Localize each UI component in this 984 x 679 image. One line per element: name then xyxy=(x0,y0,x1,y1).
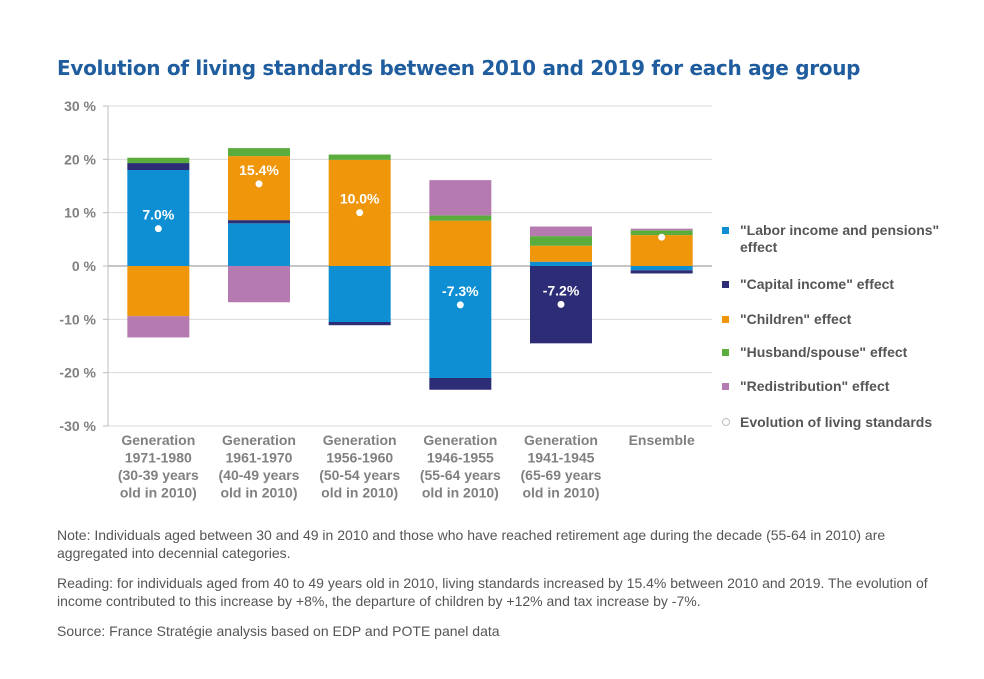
bar-segment-spouse xyxy=(127,157,190,164)
bar-segment-labor xyxy=(228,223,290,266)
evolution-point xyxy=(356,209,364,217)
x-category-label: Generation 1971-1980 (30-39 years old in 20… xyxy=(118,432,199,501)
y-tick-label: 0 % xyxy=(72,258,97,274)
legend-swatch xyxy=(722,316,729,323)
legend-label: "Labor income and pensions" effect xyxy=(740,222,940,255)
bar-segment-redistribution xyxy=(530,226,592,237)
bar-segment-labor xyxy=(630,266,693,271)
x-category-line: Generation xyxy=(323,432,397,448)
y-tick-label: 30 % xyxy=(64,98,96,114)
bar-segment-redistribution xyxy=(630,228,693,231)
legend-label: "Children" effect xyxy=(740,311,852,327)
x-category-line: (30-39 years xyxy=(118,467,199,483)
x-category-line: 1956-1960 xyxy=(326,450,393,466)
legend-label: "Capital income" effect xyxy=(740,276,895,292)
bar-segment-children xyxy=(429,220,492,266)
legend-swatch xyxy=(722,418,730,426)
x-category-line: (55-64 years xyxy=(420,467,501,483)
bar-segment-capital xyxy=(127,163,190,170)
evolution-point xyxy=(557,300,565,308)
evolution-label: 5.4% xyxy=(646,215,678,231)
legend-swatch xyxy=(722,281,729,288)
reading-text: Reading: for individuals aged from 40 to… xyxy=(57,575,928,609)
bar-segment-redistribution xyxy=(228,266,290,303)
x-category-label: Generation 1961-1970 (40-49 years old in 20… xyxy=(219,432,300,501)
y-tick-label: -10 % xyxy=(59,311,96,327)
y-tick-label: -30 % xyxy=(59,418,96,434)
bar-segment-spouse xyxy=(530,236,592,246)
notes: Note: Individuals aged between 30 and 49… xyxy=(57,526,937,652)
bar-segment-spouse xyxy=(429,215,492,221)
y-tick-label: -20 % xyxy=(59,365,96,381)
bar-segment-capital xyxy=(328,322,391,326)
y-tick-label: 10 % xyxy=(64,205,96,221)
bar-segment-redistribution xyxy=(127,316,190,338)
note-text: Note: Individuals aged between 30 and 49… xyxy=(57,527,886,561)
legend-swatch xyxy=(722,227,729,234)
x-category-line: old in 2010) xyxy=(422,485,499,501)
evolution-point xyxy=(456,301,464,309)
source-text: Source: France Stratégie analysis based … xyxy=(57,623,500,639)
legend-label: Evolution of living standards xyxy=(740,414,933,430)
evolution-label: -7.3% xyxy=(442,283,479,299)
evolution-label: 15.4% xyxy=(239,162,279,178)
bar-segment-redistribution xyxy=(429,180,492,216)
x-category-line: 1946-1955 xyxy=(427,450,494,466)
x-category-label: Generation 1956-1960 (50-54 years old in 20… xyxy=(319,432,400,501)
x-category-label: Ensemble xyxy=(629,432,695,448)
evolution-label: 7.0% xyxy=(142,207,174,223)
bar-segment-labor xyxy=(328,266,391,322)
bar-segment-spouse xyxy=(630,230,693,236)
chart-title: Evolution of living standards between 20… xyxy=(57,56,861,80)
x-category-line: 1971-1980 xyxy=(125,450,192,466)
x-category-line: Generation xyxy=(524,432,598,448)
x-category-line: old in 2010) xyxy=(120,485,197,501)
bar-segment-labor xyxy=(127,170,190,266)
y-tick-label: 20 % xyxy=(64,151,96,167)
legend-swatch xyxy=(722,383,729,390)
bar-segment-spouse xyxy=(328,154,391,160)
evolution-label: -7.2% xyxy=(543,282,580,298)
legend-label: "Husband/spouse" effect xyxy=(740,344,908,360)
legend-label: "Redistribution" effect xyxy=(740,378,890,394)
x-category-line: (40-49 years xyxy=(219,467,300,483)
legend-swatch xyxy=(722,349,729,356)
evolution-point xyxy=(255,180,263,188)
bar-segment-labor xyxy=(530,261,592,266)
bar-segment-children xyxy=(530,245,592,262)
x-category-line: 1941-1945 xyxy=(528,450,595,466)
evolution-point xyxy=(658,233,666,241)
bar-segment-capital xyxy=(429,378,492,390)
x-category-line: Ensemble xyxy=(629,432,695,448)
x-category-label: Generation 1946-1955 (55-64 years old in 20… xyxy=(420,432,501,501)
bar-segment-children xyxy=(127,266,190,317)
x-category-line: (65-69 years xyxy=(521,467,602,483)
x-category-label: Generation 1941-1945 (65-69 years old in 20… xyxy=(521,432,602,501)
x-category-line: old in 2010) xyxy=(321,485,398,501)
x-category-line: old in 2010) xyxy=(220,485,297,501)
x-category-line: Generation xyxy=(423,432,497,448)
x-category-line: old in 2010) xyxy=(522,485,599,501)
x-category-line: (50-54 years xyxy=(319,467,400,483)
evolution-point xyxy=(154,225,162,233)
bar-segment-labor xyxy=(429,266,492,378)
evolution-label: 10.0% xyxy=(340,191,380,207)
x-category-line: Generation xyxy=(121,432,195,448)
x-category-line: 1961-1970 xyxy=(226,450,293,466)
bar-segment-capital xyxy=(630,270,693,274)
x-category-line: Generation xyxy=(222,432,296,448)
bar-segment-children xyxy=(228,156,290,221)
bar-segment-spouse xyxy=(228,148,290,157)
bar-segment-capital xyxy=(228,220,290,224)
